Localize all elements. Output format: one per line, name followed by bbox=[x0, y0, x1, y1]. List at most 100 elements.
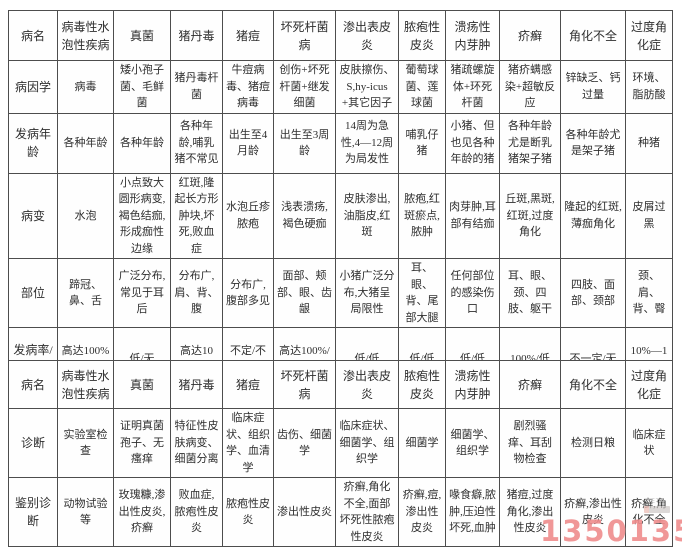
column-header: 过度角化症 bbox=[625, 360, 673, 409]
table-cell: 14周为急性,4—12周为局发性 bbox=[335, 112, 399, 174]
table-cell: 各种年龄,哺乳猪不常见 bbox=[170, 112, 223, 174]
column-header: 真菌 bbox=[113, 360, 171, 409]
table-cell: 临床症状、细菌学、组织学 bbox=[335, 408, 399, 478]
column-header: 坏死杆菌病 bbox=[273, 360, 336, 409]
row-label: 发病年龄 bbox=[8, 112, 58, 174]
table-cell: 牛痘病毒、猪痘病毒 bbox=[222, 60, 274, 114]
table-cell: 剧烈骚痒、耳刮物检查 bbox=[499, 408, 561, 478]
watermark: 1350135.com bbox=[540, 514, 682, 548]
table-cell: 渗出性皮炎 bbox=[273, 477, 336, 547]
table-cell: 皮肤擦伤、S,hy-icus+其它因子 bbox=[335, 60, 399, 114]
table-cell: 玫瑰糠,渗出性皮炎,疥癣 bbox=[113, 477, 171, 547]
table-cell: 肉芽肿,耳部有结痂 bbox=[445, 172, 500, 259]
watermark-number: 1350135 bbox=[540, 514, 682, 548]
table-cell: 疥癣,痘,渗出性皮炎 bbox=[398, 477, 446, 547]
watermark-beta-label: BETA bbox=[646, 498, 666, 505]
column-header: 病毒性水泡性疾病 bbox=[57, 360, 114, 409]
table-cell: 浅表溃疡,褐色硬痂 bbox=[273, 172, 336, 259]
table-cell: 四肢、面部、颈部 bbox=[560, 258, 626, 328]
table-cell: 实验室检查 bbox=[57, 408, 114, 478]
table-cell: 细菌学 bbox=[398, 408, 446, 478]
table-cell: 疥癣,角化不全,面部坏死性脓疱性皮炎 bbox=[335, 477, 399, 547]
table-row-age: 发病年龄 各种年龄 各种年龄 各种年龄,哺乳猪不常见 出生至4月龄 出生至3周龄… bbox=[8, 112, 673, 174]
table-row-site: 部位 蹄冠、鼻、舌 广泛分布,常见于耳后 分布广,肩、背、腹 分布广,腹部多见 … bbox=[8, 258, 673, 328]
table-cell: 病毒 bbox=[57, 60, 114, 114]
column-header: 溃疡性内芽肿 bbox=[445, 10, 500, 61]
disease-comparison-table-1: 病名 病毒性水泡性疾病 真菌 猪丹毒 猪痘 坏死杆菌病 渗出表皮炎 脓疱性皮炎 … bbox=[8, 10, 673, 391]
table1-header-row: 病名 病毒性水泡性疾病 真菌 猪丹毒 猪痘 坏死杆菌病 渗出表皮炎 脓疱性皮炎 … bbox=[8, 10, 673, 61]
column-header: 猪痘 bbox=[222, 360, 274, 409]
table-cell: 特征性皮肤病变、细菌分离 bbox=[170, 408, 223, 478]
table-row-differential: 鉴别诊断 动物试验等 玫瑰糠,渗出性皮炎,疥癣 败血症,脓疱性皮炎 脓疱性皮炎 … bbox=[8, 477, 673, 547]
column-header: 真菌 bbox=[113, 10, 171, 61]
table-cell: 猪疥螨感染+超敏反应 bbox=[499, 60, 561, 114]
column-header: 病毒性水泡性疾病 bbox=[57, 10, 114, 61]
table-cell: 细菌学、组织学 bbox=[445, 408, 500, 478]
table-cell: 广泛分布,常见于耳后 bbox=[113, 258, 171, 328]
table-row-lesions: 病变 水泡 小点致大圆形病变,褐色结痂,形成痂性边缘 红斑,隆起长方形肿块,坏死… bbox=[8, 172, 673, 259]
table-cell: 环境、脂肪酸 bbox=[625, 60, 673, 114]
table-cell: 皮肤渗出,油脂皮,红斑 bbox=[335, 172, 399, 259]
column-header: 渗出表皮炎 bbox=[335, 10, 399, 61]
table-row-diagnosis: 诊断 实验室检查 证明真菌孢子、无瘙痒 特征性皮肤病变、细菌分离 临床症状、组织… bbox=[8, 408, 673, 478]
table-cell: 分布广,肩、背、腹 bbox=[170, 258, 223, 328]
table-cell: 水泡 bbox=[57, 172, 114, 259]
table-cell: 证明真菌孢子、无瘙痒 bbox=[113, 408, 171, 478]
watermark-logo-icon bbox=[644, 506, 670, 513]
column-header: 猪丹毒 bbox=[170, 360, 223, 409]
column-header: 脓疱性皮炎 bbox=[398, 10, 446, 61]
table-cell: 丘斑,黑斑,红斑,过度角化 bbox=[499, 172, 561, 259]
column-header: 猪痘 bbox=[222, 10, 274, 61]
table-cell: 小猪广泛分布,大猪呈局限性 bbox=[335, 258, 399, 328]
table-cell: 临床症状 bbox=[625, 408, 673, 478]
table-cell: 喙食癖,脓肿,压迫性坏死,血肿 bbox=[445, 477, 500, 547]
row-label: 病因学 bbox=[8, 60, 58, 114]
column-header: 渗出表皮炎 bbox=[335, 360, 399, 409]
table-cell: 检测日粮 bbox=[560, 408, 626, 478]
column-header: 疥癣 bbox=[499, 10, 561, 61]
column-header: 角化不全 bbox=[560, 10, 626, 61]
table-cell: 小点致大圆形病变,褐色结痂,形成痂性边缘 bbox=[113, 172, 171, 259]
column-header: 病名 bbox=[8, 10, 58, 61]
table-cell: 颈、肩、背、臀 bbox=[625, 258, 673, 328]
table-cell: 临床症状、组织学、血清学 bbox=[222, 408, 274, 478]
table-cell: 动物试验等 bbox=[57, 477, 114, 547]
table-cell: 出生至3周龄 bbox=[273, 112, 336, 174]
row-label: 诊断 bbox=[8, 408, 58, 478]
row-label: 病变 bbox=[8, 172, 58, 259]
table-cell: 耳、眼、背、尾部大腿 bbox=[398, 258, 446, 328]
table-cell: 哺乳仔猪 bbox=[398, 112, 446, 174]
table-cell: 败血症,脓疱性皮炎 bbox=[170, 477, 223, 547]
column-header: 角化不全 bbox=[560, 360, 626, 409]
table-cell: 猪疏螺旋体+环死杆菌 bbox=[445, 60, 500, 114]
table-cell: 水泡丘疹脓疱 bbox=[222, 172, 274, 259]
column-header: 脓疱性皮炎 bbox=[398, 360, 446, 409]
column-header: 溃疡性内芽肿 bbox=[445, 360, 500, 409]
table-cell: 锌缺乏、钙过量 bbox=[560, 60, 626, 114]
table-cell: 脓疱,红斑瘀点,脓肿 bbox=[398, 172, 446, 259]
table-row-etiology: 病因学 病毒 矮小孢子菌、毛鲜菌 猪丹毒杆菌 牛痘病毒、猪痘病毒 创伤+坏死杆菌… bbox=[8, 60, 673, 114]
table-cell: 矮小孢子菌、毛鲜菌 bbox=[113, 60, 171, 114]
table-cell: 葡萄球菌、莲球菌 bbox=[398, 60, 446, 114]
table-cell: 隆起的红斑,薄痂角化 bbox=[560, 172, 626, 259]
table2-header-row: 病名 病毒性水泡性疾病 真菌 猪丹毒 猪痘 坏死杆菌病 渗出表皮炎 脓疱性皮炎 … bbox=[8, 360, 673, 409]
table-cell: 皮屑过黑 bbox=[625, 172, 673, 259]
table-cell: 面部、颊部、眼、齿龈 bbox=[273, 258, 336, 328]
table-cell: 耳、眼、颈、四肢、躯干 bbox=[499, 258, 561, 328]
table-cell: 红斑,隆起长方形肿块,坏死,败血症 bbox=[170, 172, 223, 259]
table-cell: 脓疱性皮炎 bbox=[222, 477, 274, 547]
column-header: 过度角化症 bbox=[625, 10, 673, 61]
column-header: 疥癣 bbox=[499, 360, 561, 409]
table-cell: 分布广,腹部多见 bbox=[222, 258, 274, 328]
table-cell: 疥癣,渗出性皮炎 bbox=[560, 477, 626, 547]
column-header: 坏死杆菌病 bbox=[273, 10, 336, 61]
column-header: 病名 bbox=[8, 360, 58, 409]
table-cell: 猪痘,过度角化,渗出性皮炎 bbox=[499, 477, 561, 547]
table-cell: 猪丹毒杆菌 bbox=[170, 60, 223, 114]
table-cell: 创伤+坏死杆菌+继发细菌 bbox=[273, 60, 336, 114]
disease-comparison-table-2: 病名 病毒性水泡性疾病 真菌 猪丹毒 猪痘 坏死杆菌病 渗出表皮炎 脓疱性皮炎 … bbox=[8, 360, 673, 547]
table-cell: 种猪 bbox=[625, 112, 673, 174]
table-cell: 各种年龄尤是断乳猪架子猪 bbox=[499, 112, 561, 174]
table-cell: 小猪、但也见各种年龄的猪 bbox=[445, 112, 500, 174]
table-cell: 齿伤、细菌学 bbox=[273, 408, 336, 478]
